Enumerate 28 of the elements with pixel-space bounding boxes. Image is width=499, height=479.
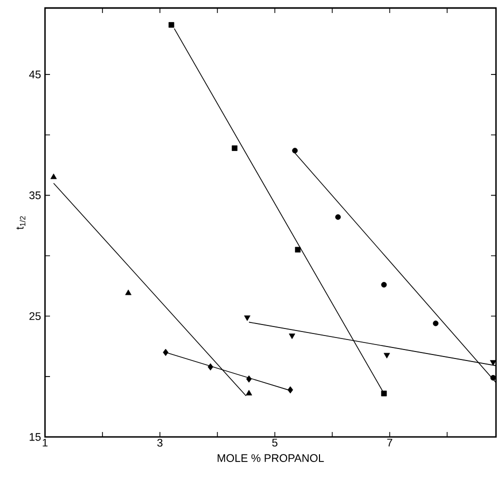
point (335, 214, 341, 220)
x-axis-title: MOLE % PROPANOL (218, 454, 324, 462)
point (292, 148, 298, 154)
point (246, 390, 252, 396)
point (208, 363, 214, 370)
point (162, 348, 168, 356)
point (244, 315, 250, 321)
point (50, 174, 57, 180)
x-tick-label: 5 (272, 438, 278, 447)
point (381, 390, 387, 396)
point (384, 352, 390, 358)
point (232, 145, 238, 151)
x-tick-label: 3 (157, 438, 162, 447)
y-tick-label: 35 (29, 191, 41, 200)
y-axis-title: t$_{1/2}$ (16, 216, 26, 230)
y-tick-label: 25 (29, 312, 41, 320)
point (288, 334, 296, 340)
point (288, 386, 294, 394)
point (125, 290, 132, 296)
y-tick-label: 45 (29, 70, 41, 78)
point (246, 375, 252, 383)
x-tick-label: 1 (42, 438, 48, 446)
point (294, 246, 301, 252)
x-tick-label: 7 (387, 438, 392, 446)
point (168, 22, 174, 28)
point (381, 282, 387, 288)
point (432, 320, 438, 326)
y-tick-label: 15 (30, 433, 41, 441)
